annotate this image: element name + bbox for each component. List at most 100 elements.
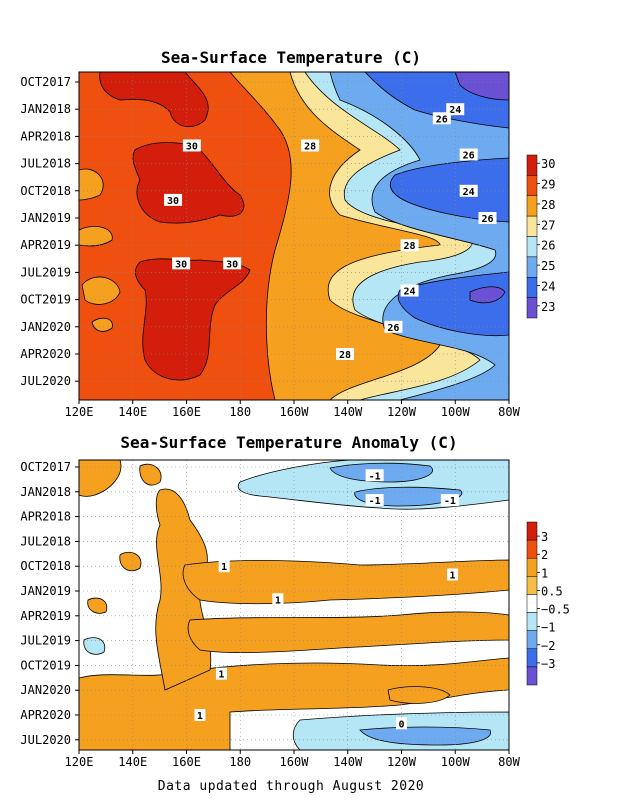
colorbar-label: 29 [541, 178, 555, 192]
colorbar-label: 0.5 [541, 584, 563, 598]
contour-label-bg [336, 348, 355, 360]
contour-label: 26 [481, 214, 493, 225]
contour-label-bg [384, 320, 403, 333]
ssta-region-warm-band-2019 [187, 611, 509, 653]
contour-label: 28 [404, 241, 416, 252]
contour-label: 0 [398, 719, 404, 730]
colorbar-label: −3 [541, 657, 555, 671]
contour-label-bg [446, 103, 465, 116]
x-tick-label: 140W [333, 755, 363, 769]
x-tick-label: 160E [172, 405, 201, 419]
colorbar-swatch [526, 666, 538, 686]
y-tick-label: APR2019 [20, 238, 71, 252]
contour-label: 26 [436, 114, 448, 125]
y-tick-label: OCT2019 [20, 658, 71, 672]
contour-label-bg [223, 257, 242, 270]
contour-label: 28 [339, 350, 351, 361]
y-tick-label: JUL2018 [20, 534, 71, 548]
x-tick-label: 80W [498, 405, 520, 419]
ssta-contour-labels: -1 -1 -1 1 1 1 1 1 0 [194, 469, 459, 730]
ssta-region-warm-patch-c [87, 597, 108, 614]
contour-label-bg [396, 717, 407, 730]
colorbar-swatch [526, 576, 538, 595]
y-tick-label: APR2018 [20, 129, 71, 143]
sst-region-28w-c [81, 276, 121, 305]
contour-label: 24 [404, 287, 416, 298]
colorbar-label: −2 [541, 639, 555, 653]
contour-label-bg [440, 494, 459, 507]
ssta-title: Sea-Surface Temperature Anomaly (C) [120, 433, 457, 452]
colorbar-label: 3 [541, 530, 548, 544]
colorbar-label: −1 [541, 621, 555, 635]
contour-label-bg [432, 112, 451, 125]
x-tick-label: 120E [65, 405, 94, 419]
sst-region-23b [469, 286, 506, 304]
x-tick-label: 80W [498, 755, 520, 769]
contour-label: 30 [186, 141, 198, 152]
contour-label-bg [459, 148, 478, 161]
colorbar-swatch [526, 594, 538, 613]
x-tick-label: 120E [65, 755, 94, 769]
sst-region-28w-d [91, 317, 113, 332]
colorbar-label: 24 [541, 279, 555, 293]
contour-label-bg [272, 593, 284, 606]
sst-field [79, 72, 509, 400]
contour-label: 24 [463, 187, 475, 198]
sst-title: Sea-Surface Temperature (C) [161, 48, 421, 67]
colorbar-label: 25 [541, 259, 555, 273]
x-tick-label: 160E [172, 755, 201, 769]
colorbar-label: 30 [541, 157, 555, 171]
y-tick-label: APR2020 [20, 708, 71, 722]
ssta-region-warm-patch-d [387, 686, 451, 704]
contour-label: 1 [221, 562, 227, 573]
sst-region-30c [135, 258, 251, 381]
contour-label: 30 [175, 259, 187, 270]
colorbar-swatch [526, 521, 538, 541]
colorbar-swatch [526, 175, 538, 196]
contour-label-bg [172, 257, 191, 270]
contour-label: 30 [167, 196, 179, 207]
contour-label-bg [164, 193, 183, 206]
x-tick-label: 100W [441, 755, 471, 769]
contour-label: 26 [463, 151, 475, 162]
colorbar-swatch [526, 277, 538, 298]
y-tick-label: JAN2020 [20, 683, 71, 697]
ssta-region-warm-patch-a [139, 463, 162, 486]
contour-label-bg [365, 494, 384, 507]
contour-label-bg [215, 667, 227, 680]
y-tick-label: JUL2019 [20, 634, 71, 648]
ssta-region-cool-patch [83, 637, 106, 655]
colorbar-swatch [526, 648, 538, 668]
contour-label: 28 [304, 141, 316, 152]
sst-colorbar: 30 29 28 27 26 25 24 23 [526, 154, 555, 319]
colorbar-swatch [526, 256, 538, 278]
y-tick-label: JUL2020 [20, 374, 71, 388]
x-tick-label: 140E [118, 755, 147, 769]
y-tick-label: JUL2019 [20, 265, 71, 279]
sst-panel: Sea-Surface Temperature (C) [20, 48, 555, 419]
x-tick-label: 120W [387, 755, 417, 769]
colorbar-swatch [526, 557, 538, 577]
y-tick-label: OCT2017 [20, 75, 71, 89]
y-tick-label: JAN2019 [20, 211, 71, 225]
y-tick-label: APR2019 [20, 609, 71, 623]
colorbar-label: 28 [541, 198, 555, 212]
contour-label: 1 [197, 711, 203, 722]
contour-label: 1 [275, 595, 281, 606]
sst-region-24b [389, 157, 509, 223]
x-tick-label: 180 [229, 755, 251, 769]
y-tick-label: APR2020 [20, 347, 71, 361]
contour-label: 1 [218, 670, 224, 681]
contour-label: 1 [450, 570, 456, 581]
sst-region-28w-b [79, 226, 113, 247]
contour-label: 26 [387, 323, 399, 334]
colorbar-swatch [526, 612, 538, 631]
colorbar-swatch [526, 236, 538, 258]
ssta-y-axis: OCT2017 JAN2018 APR2018 JUL2018 OCT2018 JAN20… [20, 460, 79, 747]
sst-y-axis: OCT2017 JAN2018 APR2018 JUL2018 OCT2018 JAN20… [20, 75, 79, 388]
y-tick-label: OCT2017 [20, 460, 71, 474]
x-tick-label: 140E [118, 405, 147, 419]
x-tick-label: 160W [280, 405, 310, 419]
y-tick-label: JAN2020 [20, 320, 71, 334]
